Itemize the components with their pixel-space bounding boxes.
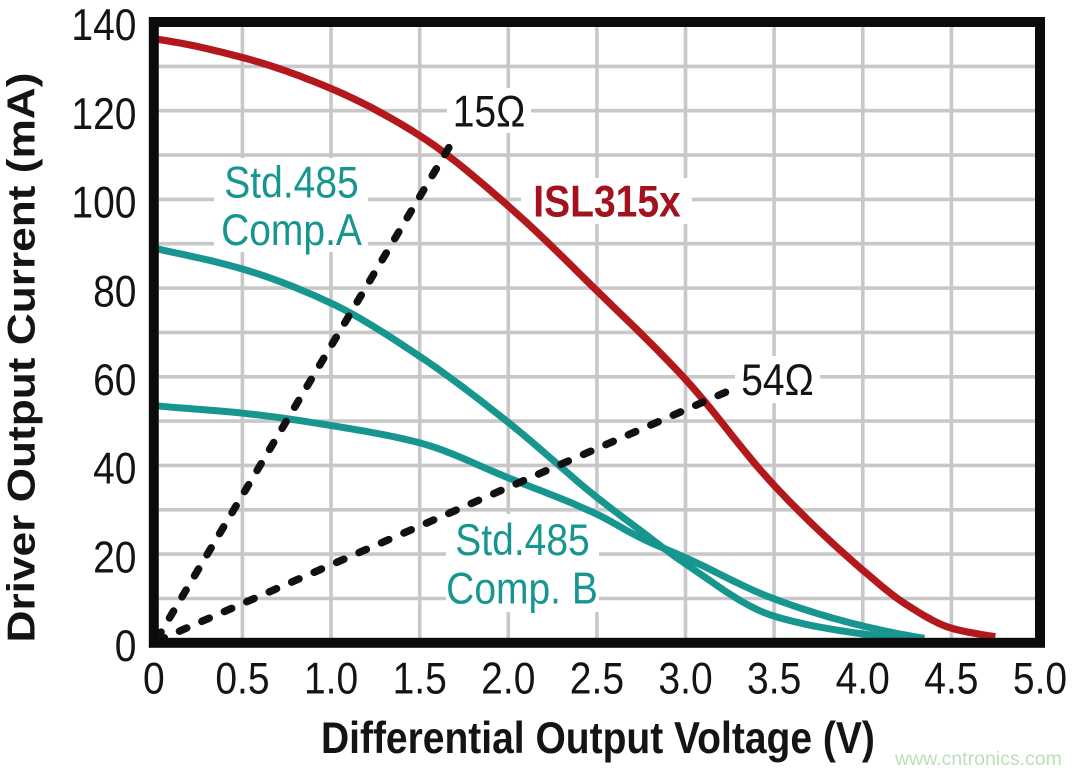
svg-text:Comp. B: Comp. B [446, 563, 598, 613]
svg-text:Std.485: Std.485 [224, 157, 358, 207]
svg-text:54Ω: 54Ω [741, 355, 814, 405]
svg-text:40: 40 [93, 443, 136, 493]
svg-text:120: 120 [71, 89, 136, 139]
svg-text:3.5: 3.5 [747, 653, 801, 703]
svg-text:Comp.A: Comp.A [221, 205, 362, 255]
svg-text:0: 0 [115, 621, 137, 671]
svg-text:80: 80 [93, 266, 136, 316]
svg-text:Std.485: Std.485 [455, 515, 589, 565]
svg-text:5.0: 5.0 [1013, 653, 1067, 703]
svg-text:15Ω: 15Ω [453, 86, 526, 136]
svg-text:0.5: 0.5 [215, 653, 269, 703]
svg-text:140: 140 [71, 0, 136, 50]
svg-text:0: 0 [143, 653, 165, 703]
svg-text:Driver Output Current (mA): Driver Output Current (mA) [0, 73, 43, 643]
svg-text:3.0: 3.0 [658, 653, 712, 703]
svg-text:2.5: 2.5 [570, 653, 624, 703]
svg-text:4.5: 4.5 [924, 653, 978, 703]
svg-text:20: 20 [93, 532, 136, 582]
svg-text:Differential Output Voltage (V: Differential Output Voltage (V) [321, 713, 875, 763]
svg-text:2.0: 2.0 [481, 653, 535, 703]
svg-text:4.0: 4.0 [836, 653, 890, 703]
svg-text:60: 60 [93, 355, 136, 405]
svg-text:1.0: 1.0 [304, 653, 358, 703]
svg-text:ISL315x: ISL315x [533, 176, 680, 226]
svg-text:www.cntronics.com: www.cntronics.com [894, 748, 1062, 770]
svg-text:100: 100 [71, 177, 136, 227]
svg-text:1.5: 1.5 [393, 653, 447, 703]
